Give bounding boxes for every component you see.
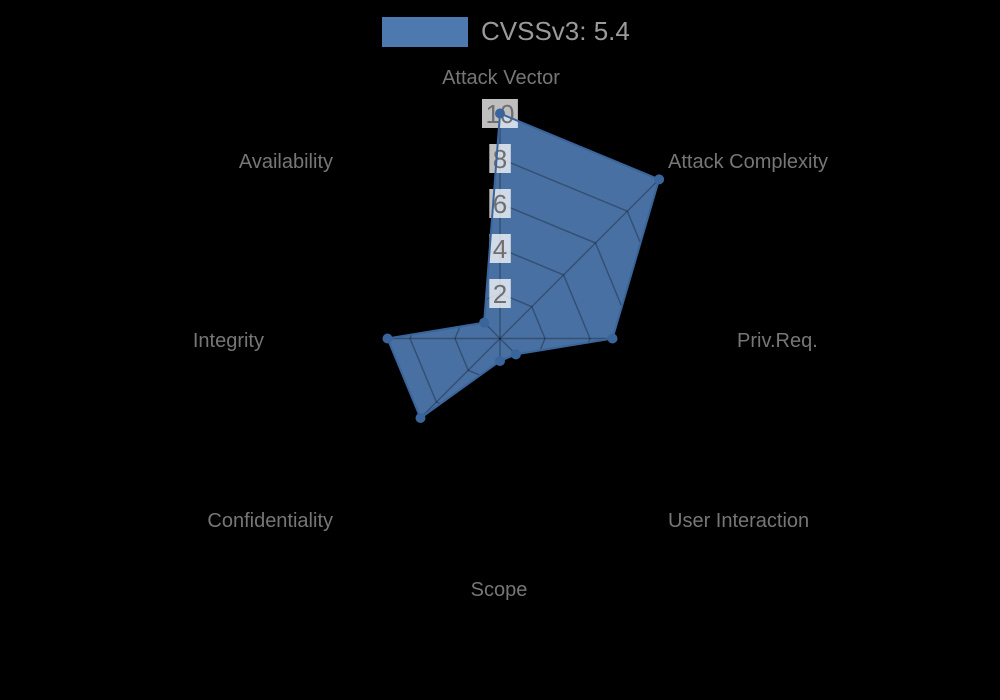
- axis-label-integrity: Integrity: [193, 330, 264, 352]
- tick-label: 6: [493, 189, 507, 219]
- radar-axis-spoke: [499, 178, 660, 340]
- radar-vertex-dot: [510, 349, 521, 360]
- radar-grid-ring: [454, 292, 546, 385]
- axis-label-priv-req: Priv.Req.: [737, 330, 818, 352]
- chart-legend[interactable]: CVSSv3: 5.4: [382, 16, 630, 47]
- radar-vertex-dot: [607, 333, 618, 344]
- radar-axis-spoke: [499, 337, 660, 499]
- radar-vertex-dot: [495, 356, 505, 366]
- axis-label-user-interaction: User Interaction: [668, 510, 809, 532]
- legend-label: CVSSv3: 5.4: [481, 16, 630, 46]
- radar-axis-spoke: [340, 178, 501, 340]
- tick-label: 4: [493, 234, 507, 264]
- radar-vertex-dot: [495, 108, 505, 119]
- radar-vertex-dot: [654, 174, 665, 185]
- radar-grid-ring: [409, 247, 591, 430]
- radar-vertex-dot: [415, 413, 426, 423]
- radar-vertex-dot: [479, 317, 490, 328]
- radar-grid-ring: [319, 157, 681, 520]
- axis-label-attack-complexity: Attack Complexity: [668, 151, 828, 173]
- axis-label-confidentiality: Confidentiality: [207, 510, 333, 532]
- radar-grid-ring: [274, 112, 726, 565]
- tick-label-bg: [489, 234, 511, 263]
- tick-label: 2: [493, 279, 507, 309]
- axis-label-attack-vector: Attack Vector: [442, 67, 560, 89]
- radar-vertex-dot: [382, 333, 393, 344]
- legend-swatch-icon: [382, 16, 468, 47]
- axis-label-availability: Availability: [239, 151, 333, 173]
- tick-label-bg: [489, 279, 511, 308]
- axis-label-scope: Scope: [471, 579, 528, 601]
- radar-grid-ring: [364, 202, 636, 475]
- tick-label-bg: [489, 144, 511, 173]
